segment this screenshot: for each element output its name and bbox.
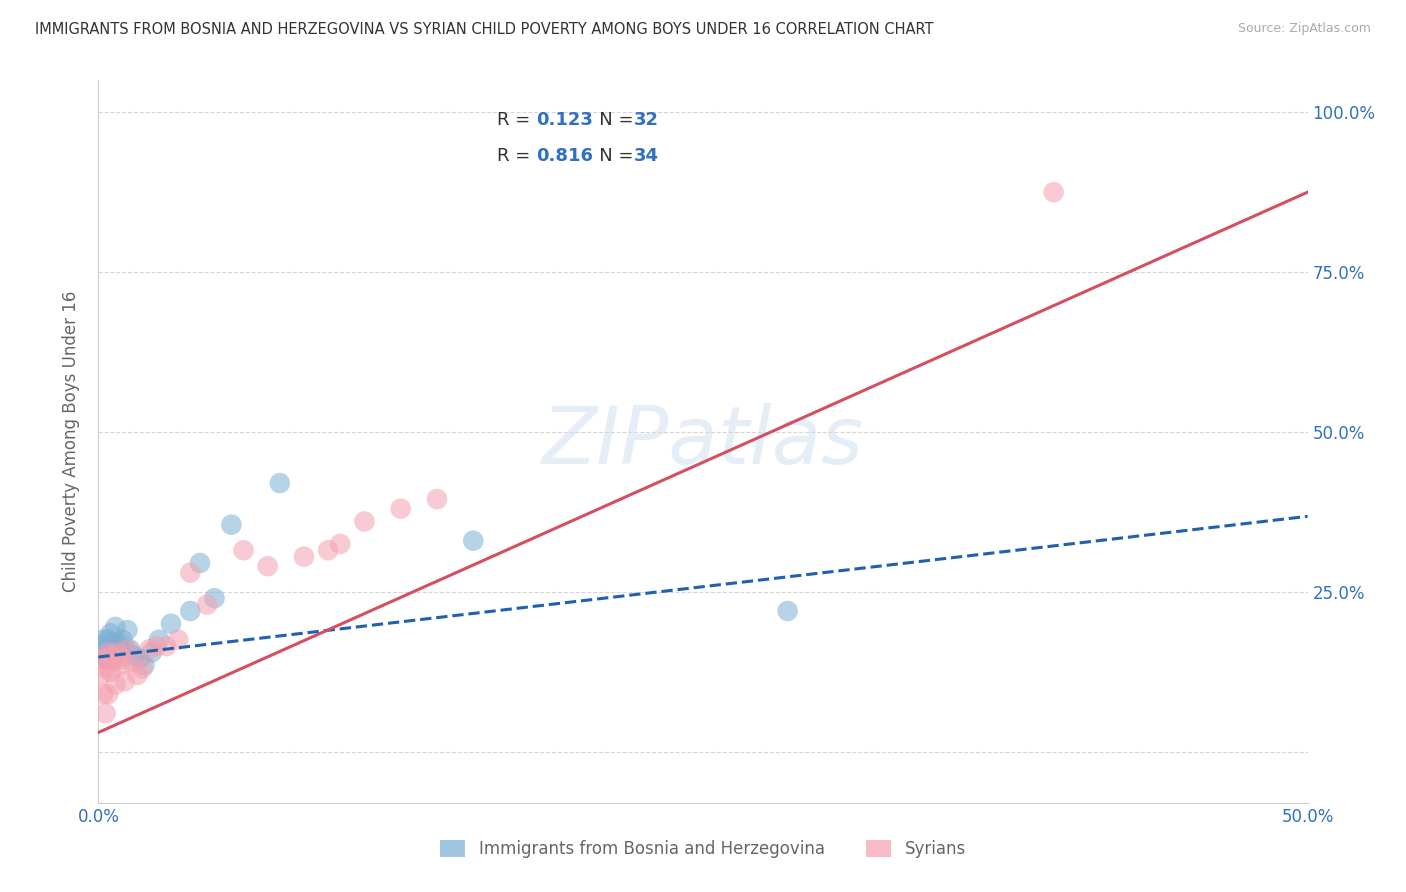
Point xyxy=(91,687,114,701)
Text: IMMIGRANTS FROM BOSNIA AND HERZEGOVINA VS SYRIAN CHILD POVERTY AMONG BOYS UNDER : IMMIGRANTS FROM BOSNIA AND HERZEGOVINA V… xyxy=(35,22,934,37)
Point xyxy=(221,517,243,532)
Point xyxy=(97,632,120,647)
Point xyxy=(114,642,136,657)
Point xyxy=(90,668,112,682)
Text: 0.123: 0.123 xyxy=(536,111,593,129)
Point xyxy=(97,646,120,660)
Point xyxy=(179,566,201,580)
Point xyxy=(100,626,122,640)
Point xyxy=(269,476,291,491)
Y-axis label: Child Poverty Among Boys Under 16: Child Poverty Among Boys Under 16 xyxy=(62,291,80,592)
Point xyxy=(138,642,160,657)
Text: 32: 32 xyxy=(634,111,659,129)
Point xyxy=(101,636,124,650)
Point xyxy=(204,591,226,606)
Point xyxy=(90,639,112,653)
Legend: Immigrants from Bosnia and Herzegovina, Syrians: Immigrants from Bosnia and Herzegovina, … xyxy=(432,832,974,867)
Point xyxy=(107,646,129,660)
Point xyxy=(100,642,122,657)
Point xyxy=(389,501,412,516)
Point xyxy=(353,515,375,529)
Point xyxy=(179,604,201,618)
Point xyxy=(776,604,799,618)
Text: N =: N = xyxy=(582,111,640,129)
Point xyxy=(256,559,278,574)
Point xyxy=(101,652,124,666)
Point xyxy=(94,706,117,721)
Point xyxy=(100,665,122,679)
Point xyxy=(232,543,254,558)
Point xyxy=(195,598,218,612)
Point xyxy=(91,652,114,666)
Point xyxy=(104,620,127,634)
Point xyxy=(101,655,124,669)
Point xyxy=(91,632,114,647)
Point xyxy=(111,632,134,647)
Point xyxy=(114,674,136,689)
Text: ZIPatlas: ZIPatlas xyxy=(541,402,865,481)
Point xyxy=(124,648,146,663)
Point xyxy=(121,655,143,669)
Point xyxy=(131,661,153,675)
Point xyxy=(104,646,127,660)
Point xyxy=(97,687,120,701)
Point xyxy=(97,646,120,660)
Point xyxy=(94,661,117,675)
Point xyxy=(91,648,114,663)
Point xyxy=(426,492,449,507)
Point xyxy=(155,639,177,653)
Point xyxy=(160,616,183,631)
Point xyxy=(94,652,117,666)
Point xyxy=(111,652,134,666)
Point xyxy=(107,636,129,650)
Point xyxy=(100,648,122,663)
Point xyxy=(94,642,117,657)
Point xyxy=(292,549,315,564)
Point xyxy=(1042,185,1064,199)
Point xyxy=(127,668,149,682)
Point xyxy=(141,646,163,660)
Point xyxy=(316,543,339,558)
Point xyxy=(128,652,150,666)
Point xyxy=(108,658,131,673)
Point xyxy=(118,642,141,657)
Text: Source: ZipAtlas.com: Source: ZipAtlas.com xyxy=(1237,22,1371,36)
Point xyxy=(463,533,485,548)
Point xyxy=(108,639,131,653)
Text: R =: R = xyxy=(498,147,537,165)
Text: 0.816: 0.816 xyxy=(536,147,593,165)
Point xyxy=(167,632,190,647)
Point xyxy=(145,639,167,653)
Text: N =: N = xyxy=(582,147,640,165)
Text: 34: 34 xyxy=(634,147,659,165)
Point xyxy=(117,623,139,637)
Point xyxy=(134,658,156,673)
Text: R =: R = xyxy=(498,111,537,129)
Point xyxy=(329,537,352,551)
Point xyxy=(188,556,211,570)
Point xyxy=(148,632,170,647)
Point xyxy=(117,642,139,657)
Point xyxy=(104,677,127,691)
